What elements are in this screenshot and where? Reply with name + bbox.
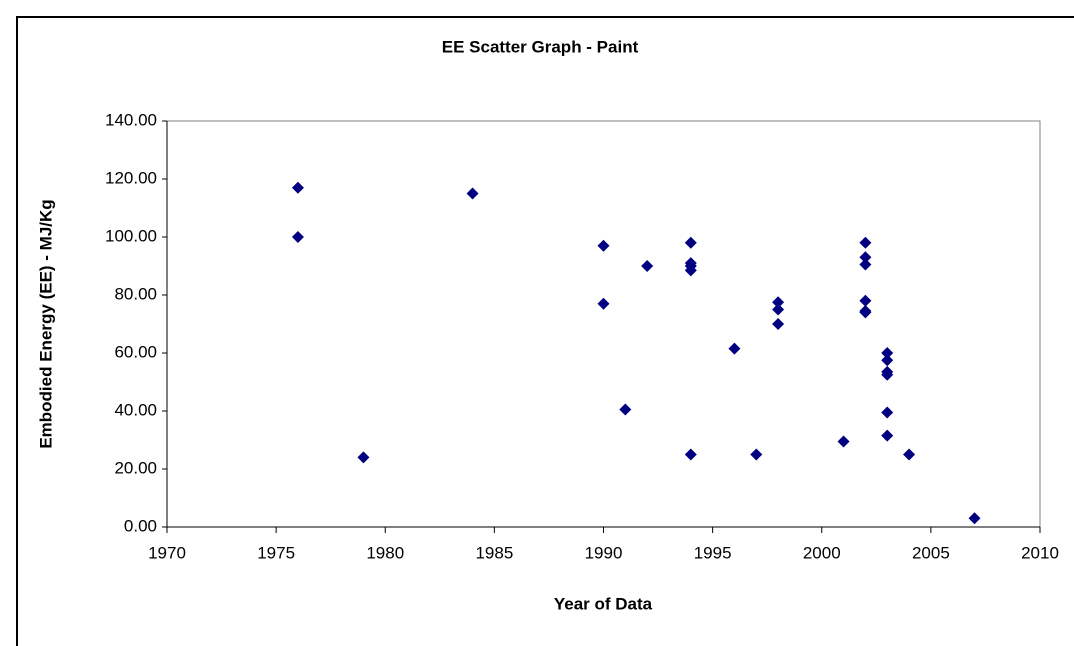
point [772, 296, 785, 309]
point [881, 429, 894, 442]
point [881, 354, 894, 367]
point [641, 260, 654, 272]
y-tick-label: 100.00 [105, 226, 157, 245]
point [859, 294, 872, 307]
x-tick-label: 1985 [475, 543, 513, 562]
y-tick-label: 40.00 [114, 400, 157, 419]
point [772, 303, 785, 316]
point [357, 451, 370, 464]
point [772, 318, 785, 330]
point [291, 231, 304, 243]
point [684, 448, 697, 461]
point [881, 406, 894, 419]
point [466, 187, 479, 200]
point [291, 181, 304, 194]
point [750, 448, 763, 461]
x-tick-label: 2005 [912, 543, 950, 562]
point [859, 236, 872, 249]
x-tick-label: 1990 [585, 543, 623, 562]
y-tick-label: 80.00 [114, 284, 157, 303]
y-tick-label: 20.00 [114, 458, 157, 477]
point [597, 297, 610, 310]
point [859, 306, 872, 319]
x-axis-label: Year of Data [554, 594, 653, 613]
point [619, 403, 632, 416]
x-tick-label: 1980 [366, 543, 404, 562]
point [881, 368, 894, 381]
x-tick-label: 2000 [803, 543, 841, 562]
point [859, 258, 872, 271]
plot-area [166, 120, 1041, 528]
point [597, 239, 610, 252]
point [684, 264, 697, 277]
point [837, 435, 850, 448]
x-tick-label: 1995 [694, 543, 732, 562]
chart-title: EE Scatter Graph - Paint [442, 37, 639, 56]
point [728, 342, 741, 355]
y-tick-label: 120.00 [105, 168, 157, 187]
point [881, 347, 894, 359]
point [903, 448, 916, 461]
point [968, 512, 981, 525]
point [684, 236, 697, 249]
y-tick-label: 0.00 [124, 516, 157, 535]
point [859, 251, 872, 264]
y-axis-label: Embodied Energy (EE) - MJ/Kg [36, 199, 55, 448]
x-tick-label: 1975 [257, 543, 295, 562]
y-tick-label: 140.00 [105, 110, 157, 129]
x-tick-label: 1970 [148, 543, 186, 562]
y-tick-label: 60.00 [114, 342, 157, 361]
x-tick-label: 2010 [1021, 543, 1059, 562]
